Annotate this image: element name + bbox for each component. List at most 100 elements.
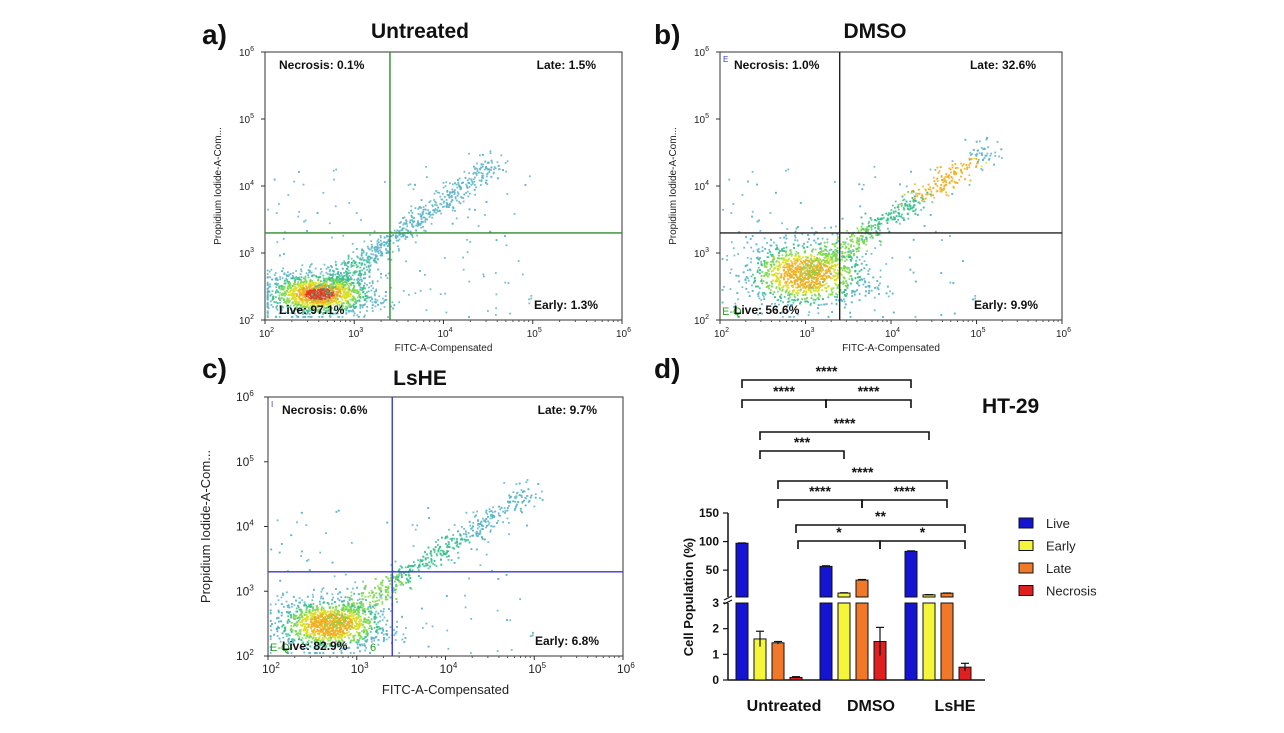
event-point [344, 287, 347, 290]
event-point [800, 288, 802, 291]
event-point [366, 295, 369, 297]
event-point [331, 284, 334, 287]
event-point [982, 148, 985, 150]
event-point [330, 283, 333, 286]
event-point [360, 253, 363, 256]
event-point [825, 246, 828, 248]
event-point [468, 185, 471, 188]
event-point [901, 195, 904, 198]
event-point [945, 184, 948, 186]
event-point [819, 286, 822, 288]
event-point [311, 289, 314, 292]
event-point [808, 280, 810, 283]
event-point [815, 280, 818, 283]
event-point [287, 298, 289, 300]
event-point [291, 296, 294, 299]
event-point [342, 278, 345, 281]
event-point [339, 295, 342, 297]
event-point [787, 274, 790, 277]
event-point [849, 254, 851, 257]
event-point [402, 227, 405, 230]
event-point [286, 305, 289, 308]
event-point [359, 292, 361, 295]
event-point [353, 291, 355, 293]
event-point [279, 305, 282, 308]
event-point [266, 276, 269, 279]
event-point [504, 281, 507, 284]
event-point [414, 207, 417, 209]
event-point [800, 267, 803, 270]
event-point [828, 249, 831, 252]
event-point [966, 166, 969, 169]
event-point [939, 187, 942, 189]
event-point [266, 310, 269, 313]
event-point [453, 190, 456, 193]
event-point [384, 291, 387, 293]
event-point [801, 233, 804, 235]
event-point [353, 285, 355, 287]
event-point [836, 251, 839, 254]
event-point [396, 235, 398, 237]
event-point [276, 241, 279, 244]
event-point [792, 270, 795, 272]
event-point [292, 297, 295, 300]
event-point [978, 140, 981, 143]
event-point [846, 282, 848, 285]
event-point [794, 272, 796, 275]
event-point [913, 183, 916, 186]
event-point [344, 284, 347, 287]
event-point [851, 277, 853, 280]
event-point [342, 288, 345, 290]
event-point [840, 267, 843, 270]
event-point [859, 205, 862, 208]
event-point [795, 227, 798, 230]
event-point [366, 291, 368, 294]
event-point [332, 278, 334, 280]
event-point [439, 202, 442, 205]
event-point [345, 264, 348, 267]
event-point [325, 298, 328, 301]
event-point [876, 286, 879, 289]
event-point [726, 254, 729, 257]
event-point [909, 268, 912, 271]
event-point [425, 208, 427, 211]
event-point [312, 303, 314, 306]
event-point [801, 268, 804, 270]
event-point [297, 288, 300, 291]
event-point [337, 278, 340, 281]
event-point [377, 258, 379, 261]
event-point [858, 246, 861, 249]
event-point [779, 266, 782, 269]
event-point [332, 283, 335, 286]
event-point [392, 234, 395, 237]
event-point [332, 294, 335, 297]
event-point [818, 293, 820, 296]
event-point [792, 290, 794, 292]
event-point [294, 312, 296, 315]
event-point [483, 168, 486, 171]
event-point [814, 259, 817, 262]
event-point [342, 277, 345, 279]
event-point [988, 158, 990, 161]
event-point [315, 296, 318, 299]
event-point [745, 281, 747, 284]
event-point [352, 251, 355, 253]
event-point [879, 269, 882, 272]
event-point [326, 281, 328, 283]
event-point [358, 316, 360, 318]
event-point [404, 238, 407, 240]
event-point [436, 210, 439, 213]
event-point [787, 254, 790, 257]
event-point [309, 316, 311, 318]
event-point [421, 211, 424, 214]
event-point [912, 199, 915, 201]
event-point [363, 259, 365, 262]
event-point [435, 211, 437, 214]
event-point [304, 219, 307, 222]
event-point [349, 298, 352, 301]
event-point [356, 289, 359, 292]
event-point [281, 277, 284, 279]
event-point [821, 237, 824, 240]
event-point [870, 289, 873, 292]
event-point [341, 262, 344, 264]
